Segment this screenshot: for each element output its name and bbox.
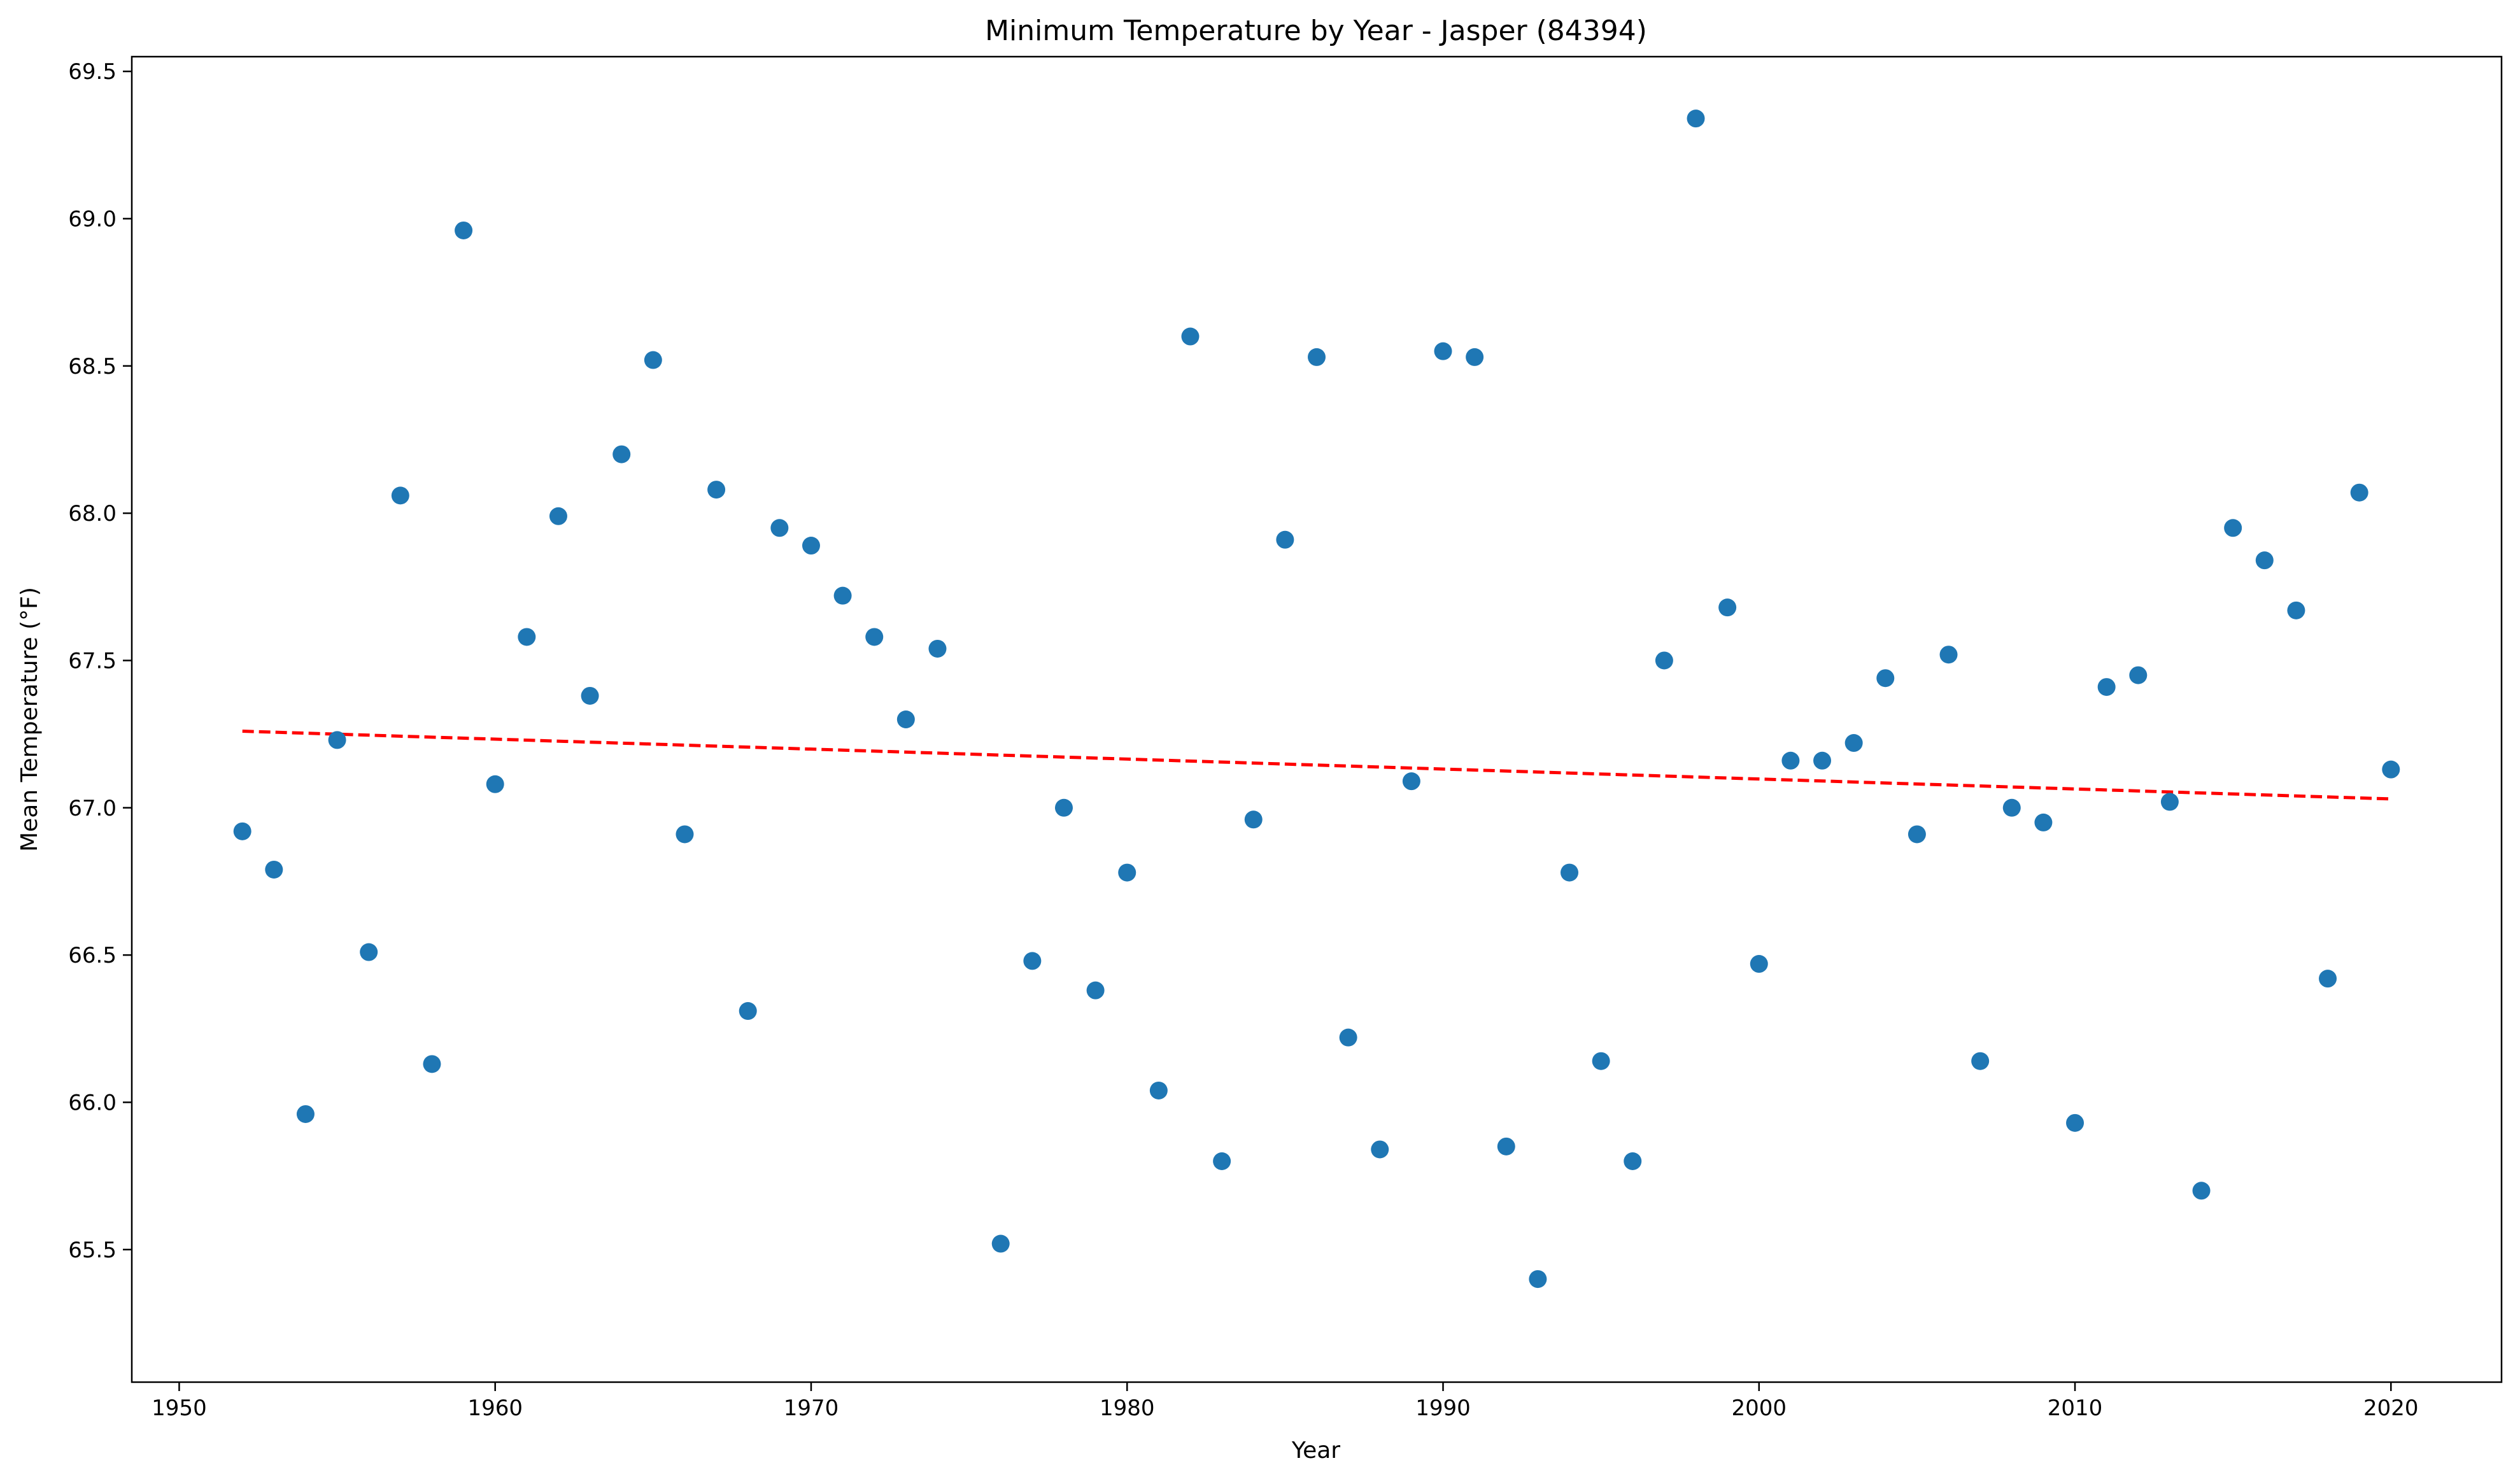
data-point	[2129, 666, 2148, 684]
data-point	[991, 1234, 1010, 1253]
data-point	[2255, 551, 2274, 570]
data-point	[676, 825, 694, 844]
data-point	[2350, 483, 2368, 502]
data-point	[1149, 1081, 1168, 1099]
data-point	[296, 1105, 315, 1123]
data-point	[802, 537, 820, 555]
data-point	[391, 486, 409, 505]
data-point	[1876, 669, 1895, 688]
plot-area	[131, 55, 2503, 1383]
data-point	[1402, 772, 1420, 791]
data-point	[1434, 342, 1452, 360]
data-point	[1529, 1270, 1547, 1289]
data-point	[1655, 651, 1673, 670]
data-point	[2066, 1113, 2085, 1132]
data-point	[1023, 952, 1042, 970]
data-point	[2192, 1182, 2211, 1200]
y-tick-label: 65.5	[68, 1238, 117, 1263]
data-point	[360, 943, 378, 961]
points-layer	[233, 110, 2400, 1289]
data-point	[1497, 1137, 1515, 1155]
x-tick-label: 1990	[1415, 1396, 1471, 1421]
data-point	[1750, 955, 1768, 973]
chart-title: Minimum Temperature by Year - Jasper (84…	[985, 15, 1647, 47]
data-point	[1339, 1028, 1357, 1047]
y-tick-label: 67.0	[68, 796, 117, 821]
data-point	[423, 1055, 441, 1073]
data-point	[1781, 751, 1800, 770]
x-tick-label: 1960	[467, 1396, 523, 1421]
x-axis: 1950 1960 1970 1980 1990 2000 2010 2020	[152, 1382, 2419, 1421]
data-point	[2002, 798, 2021, 817]
data-point	[1276, 530, 1294, 549]
data-point	[2382, 760, 2400, 779]
data-point	[549, 507, 567, 525]
y-tick-label: 66.0	[68, 1090, 117, 1115]
data-point	[1466, 348, 1484, 366]
trend-line	[242, 730, 2391, 801]
data-point	[233, 822, 251, 840]
data-point	[1844, 734, 1863, 753]
y-axis: 65.5 66.0 66.5 67.0 67.5 68.0 68.5 69.0 69.5	[68, 59, 132, 1263]
data-point	[896, 710, 915, 728]
data-point	[707, 481, 726, 499]
data-point	[1624, 1152, 1642, 1170]
data-point	[928, 639, 947, 658]
x-tick-label: 1970	[784, 1396, 839, 1421]
data-point	[739, 1002, 757, 1021]
data-point	[644, 351, 662, 369]
data-point	[265, 860, 283, 879]
data-point	[1908, 825, 1926, 844]
data-point	[1592, 1052, 1610, 1070]
data-point	[865, 628, 884, 646]
data-point	[1718, 598, 1737, 617]
data-point	[2097, 678, 2116, 696]
data-point	[1054, 798, 1073, 817]
data-point	[1561, 863, 1579, 882]
plot-frame	[131, 55, 2503, 1383]
data-point	[1971, 1052, 1990, 1070]
trend-layer	[242, 730, 2391, 801]
y-tick-label: 68.5	[68, 354, 117, 379]
data-point	[1213, 1152, 1231, 1170]
y-tick-label: 67.5	[68, 648, 117, 674]
data-point	[2224, 519, 2242, 537]
data-point	[2287, 601, 2305, 619]
x-tick-label: 2000	[1732, 1396, 1787, 1421]
data-point	[1244, 810, 1263, 829]
y-tick-label: 69.0	[68, 206, 117, 232]
x-axis-label: Year	[1291, 1438, 1340, 1464]
data-point	[328, 731, 346, 749]
y-axis-label: Mean Temperature (°F)	[17, 587, 43, 852]
data-point	[1308, 348, 1326, 366]
data-point	[833, 586, 852, 605]
y-tick-label: 66.5	[68, 943, 117, 968]
data-point	[1086, 981, 1105, 1000]
data-point	[455, 221, 473, 239]
y-tick-label: 69.5	[68, 59, 117, 85]
data-point	[486, 775, 504, 793]
data-point	[1181, 327, 1200, 346]
data-point	[581, 686, 599, 705]
x-tick-label: 2020	[2363, 1396, 2419, 1421]
y-tick-label: 68.0	[68, 501, 117, 526]
x-tick-label: 1980	[1100, 1396, 1155, 1421]
data-point	[1371, 1140, 1389, 1159]
data-point	[1813, 751, 1832, 770]
data-point	[1687, 110, 1705, 128]
data-point	[2034, 813, 2053, 831]
data-point	[2160, 793, 2179, 811]
data-point	[2319, 970, 2337, 988]
x-tick-label: 1950	[152, 1396, 207, 1421]
data-point	[770, 519, 789, 537]
data-point	[612, 445, 631, 463]
data-point	[1939, 646, 1958, 664]
x-tick-label: 2010	[2048, 1396, 2103, 1421]
data-point	[518, 628, 536, 646]
data-point	[1118, 863, 1136, 882]
